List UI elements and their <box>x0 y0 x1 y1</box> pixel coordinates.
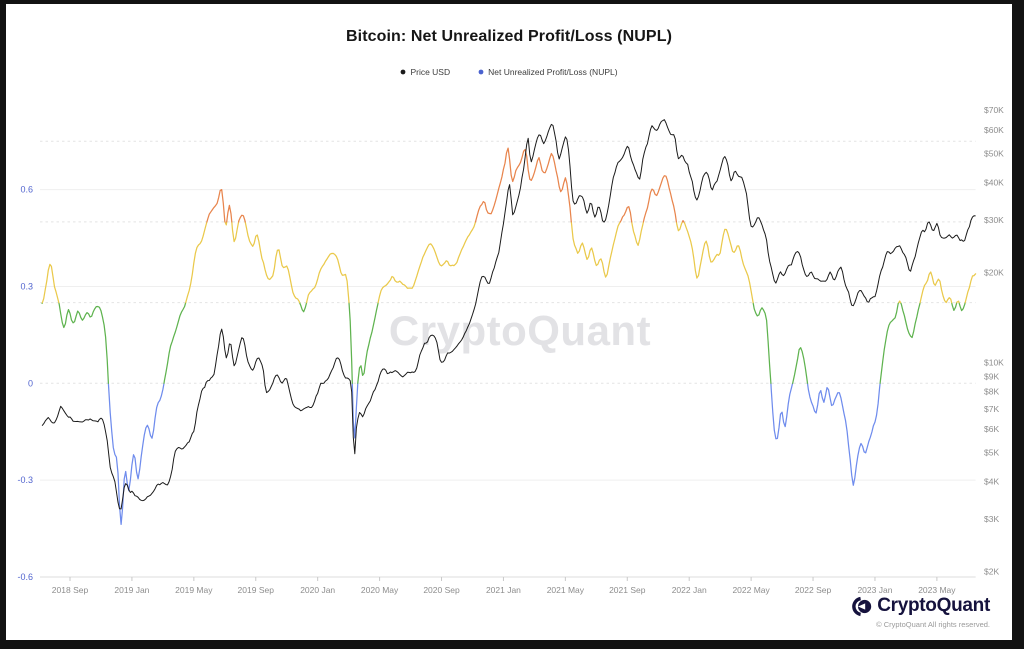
svg-text:2022 Sep: 2022 Sep <box>795 585 832 595</box>
svg-text:-0.6: -0.6 <box>17 572 33 582</box>
nupl-line-belief-denial <box>206 147 685 223</box>
svg-text:$10K: $10K <box>984 358 1004 368</box>
svg-text:2022 Jan: 2022 Jan <box>672 585 707 595</box>
svg-text:2023 Jan: 2023 Jan <box>857 585 892 595</box>
nupl-line <box>41 147 977 526</box>
nupl-chart: 2018 Sep 2019 Jan 2019 May 2019 Sep 2020 Jan… <box>17 105 1004 595</box>
legend-item-nupl-label: Net Unrealized Profit/Loss (NUPL) <box>488 67 618 77</box>
left-axis-labels: 0.6 0.3 0 -0.3 -0.6 <box>17 185 33 582</box>
right-axis-labels: $70K $60K $50K $40K $30K $20K $10K $9K $8K $7K $6K… <box>984 105 1004 577</box>
svg-text:0.6: 0.6 <box>20 185 33 195</box>
svg-text:$8K: $8K <box>984 387 999 397</box>
copyright-text: © CryptoQuant All rights reserved. <box>876 620 990 629</box>
svg-text:0.3: 0.3 <box>20 281 33 291</box>
svg-text:$3K: $3K <box>984 514 999 524</box>
price-series <box>41 119 976 510</box>
cryptoquant-logo: CryptoQuant <box>851 595 990 617</box>
svg-text:2020 Sep: 2020 Sep <box>423 585 460 595</box>
svg-text:2018 Sep: 2018 Sep <box>52 585 89 595</box>
chart-legend: Price USD Net Unrealized Profit/Loss (NU… <box>6 67 1012 77</box>
svg-text:0: 0 <box>28 378 33 388</box>
svg-text:2021 May: 2021 May <box>547 585 585 595</box>
svg-text:2020 May: 2020 May <box>361 585 399 595</box>
svg-text:$4K: $4K <box>984 477 999 487</box>
svg-text:$50K: $50K <box>984 149 1004 159</box>
svg-text:2021 Sep: 2021 Sep <box>609 585 646 595</box>
svg-text:2019 Sep: 2019 Sep <box>238 585 275 595</box>
nupl-legend-dot <box>478 69 484 75</box>
svg-text:2019 Jan: 2019 Jan <box>114 585 149 595</box>
nupl-line-capitulation <box>107 382 881 526</box>
brand-name: CryptoQuant <box>877 595 990 616</box>
x-axis-labels: 2018 Sep 2019 Jan 2019 May 2019 Sep 2020 Jan… <box>52 577 956 595</box>
svg-text:$70K: $70K <box>984 105 1004 115</box>
svg-text:$20K: $20K <box>984 268 1004 278</box>
nupl-line-optimism-anxiety <box>41 221 977 304</box>
cryptoquant-brand: CryptoQuant © CryptoQuant All rights res… <box>851 595 990 629</box>
legend-item-price[interactable]: Price USD <box>400 67 450 77</box>
svg-text:-0.3: -0.3 <box>17 475 33 485</box>
svg-text:$9K: $9K <box>984 371 999 381</box>
legend-item-nupl[interactable]: Net Unrealized Profit/Loss (NUPL) <box>478 67 618 77</box>
price-line <box>41 119 976 510</box>
svg-text:$6K: $6K <box>984 424 999 434</box>
legend-item-price-label: Price USD <box>410 67 451 77</box>
svg-text:2019 May: 2019 May <box>175 585 213 595</box>
nupl-line-hope-fear <box>41 301 966 384</box>
price-legend-dot <box>401 69 406 75</box>
svg-text:$5K: $5K <box>984 448 999 458</box>
svg-text:$30K: $30K <box>984 215 1004 225</box>
svg-text:$7K: $7K <box>984 404 999 414</box>
svg-text:2020 Jan: 2020 Jan <box>300 585 335 595</box>
svg-text:2023 May: 2023 May <box>918 585 956 595</box>
svg-text:2022 May: 2022 May <box>732 585 770 595</box>
svg-text:2021 Jan: 2021 Jan <box>486 585 521 595</box>
chart-title: Bitcoin: Net Unrealized Profit/Loss (NUP… <box>346 28 672 45</box>
svg-text:$60K: $60K <box>984 125 1004 135</box>
svg-text:$2K: $2K <box>984 567 999 577</box>
svg-text:$40K: $40K <box>984 178 1004 188</box>
chart-canvas: CryptoQuant 2018 Sep 2019 Jan 2019 May 2019… <box>6 4 1012 640</box>
gridlines <box>40 140 976 578</box>
cryptoquant-logo-icon <box>852 596 872 616</box>
